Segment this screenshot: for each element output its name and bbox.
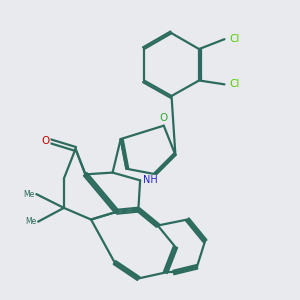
Text: Me: Me (23, 190, 34, 199)
Text: NH: NH (142, 176, 158, 185)
Text: Cl: Cl (230, 80, 240, 89)
Text: O: O (42, 136, 50, 146)
Text: O: O (160, 113, 168, 123)
Text: Cl: Cl (230, 34, 240, 44)
Text: Me: Me (25, 217, 36, 226)
